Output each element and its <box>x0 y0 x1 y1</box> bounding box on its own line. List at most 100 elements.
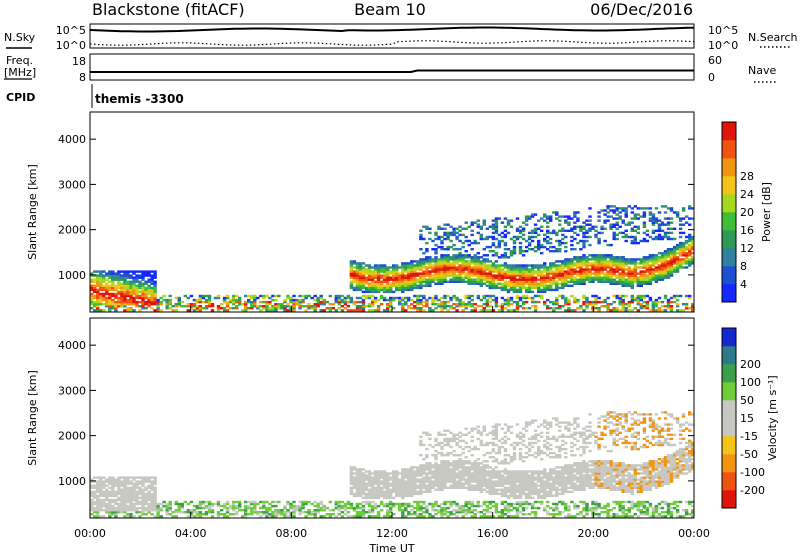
power-cell <box>473 272 477 275</box>
power-cell <box>633 307 637 310</box>
power-cell <box>552 245 556 249</box>
velocity-cell <box>141 488 145 491</box>
velocity-cell <box>419 464 423 467</box>
velocity-cell <box>358 474 363 477</box>
power-cell <box>669 300 674 304</box>
velocity-cell <box>358 490 363 493</box>
velocity-cell <box>476 429 480 432</box>
power-cell <box>401 282 405 285</box>
velocity-cell <box>120 509 124 512</box>
velocity-cell <box>174 511 178 514</box>
velocity-cell <box>352 484 357 487</box>
velocity-cell <box>485 504 489 508</box>
velocity-cell <box>96 502 100 506</box>
velocity-cell <box>452 466 456 469</box>
velocity-cell <box>407 474 411 477</box>
power-cell <box>355 300 360 304</box>
power-cell <box>407 286 411 290</box>
power-cell <box>515 294 520 298</box>
power-cell <box>555 300 559 304</box>
velocity-cell <box>389 484 393 487</box>
velocity-cell <box>364 482 369 485</box>
power-cell <box>464 274 468 277</box>
power-cell <box>503 254 508 257</box>
power-cell <box>627 221 631 224</box>
power-cell <box>367 264 372 267</box>
velocity-cell <box>219 513 224 516</box>
velocity-cell <box>376 511 381 514</box>
power-cell <box>624 294 628 298</box>
power-cell <box>265 305 269 308</box>
power-cell <box>630 278 634 281</box>
power-cell <box>434 252 438 255</box>
power-cell <box>627 270 631 273</box>
velocity-cell <box>494 488 499 491</box>
velocity-cell <box>467 500 471 504</box>
power-cell <box>135 290 139 294</box>
power-cell <box>96 309 100 312</box>
power-cell <box>582 278 586 281</box>
velocity-cell <box>358 470 363 473</box>
power-cell <box>521 284 526 287</box>
velocity-cell <box>494 443 499 447</box>
velocity-cell <box>114 480 118 483</box>
velocity-cell <box>355 506 360 510</box>
power-cell <box>428 274 432 277</box>
power-cell <box>277 303 281 306</box>
power-cell <box>425 298 429 302</box>
velocity-cell <box>274 511 278 514</box>
power-cell <box>515 272 520 275</box>
power-cell <box>558 307 562 310</box>
power-cell <box>482 221 486 224</box>
power-cell <box>666 262 671 265</box>
velocity-cell <box>367 474 372 477</box>
power-cell <box>594 256 598 259</box>
velocity-cell <box>93 511 97 514</box>
velocity-cell <box>361 480 366 483</box>
velocity-cell <box>120 498 124 502</box>
velocity-cell <box>138 515 142 518</box>
sky-count-line <box>89 26 695 33</box>
power-cell <box>443 276 447 279</box>
power-cell <box>657 237 662 241</box>
power-cell <box>555 280 559 283</box>
velocity-cell <box>367 500 372 504</box>
velocity-cell <box>470 447 474 451</box>
power-cell <box>452 248 456 251</box>
velocity-cell <box>129 506 133 510</box>
velocity-cell <box>120 488 124 491</box>
power-cell <box>422 225 426 228</box>
power-cell <box>373 274 378 277</box>
velocity-cell <box>491 474 496 477</box>
velocity-cell <box>135 490 139 493</box>
power-cell <box>99 298 103 302</box>
velocity-cell <box>382 478 387 481</box>
power-cell <box>382 284 387 287</box>
power-cell <box>527 278 532 281</box>
power-cell <box>389 286 393 290</box>
power-cell <box>582 243 586 247</box>
power-cell <box>672 294 677 298</box>
velocity-cell <box>398 504 402 508</box>
power-cell <box>512 239 517 243</box>
velocity-cell <box>428 443 432 447</box>
power-cell <box>156 298 160 302</box>
power-cell <box>358 276 363 279</box>
power-cell <box>630 227 634 230</box>
power-cell <box>506 300 511 304</box>
velocity-cell <box>135 496 139 500</box>
power-cell <box>675 245 680 249</box>
velocity-cell <box>401 480 405 483</box>
velocity-cell <box>515 474 520 477</box>
velocity-cell <box>180 506 184 510</box>
power-cell <box>633 272 637 275</box>
velocity-cell <box>123 506 127 510</box>
power-cell <box>630 260 634 263</box>
velocity-cell <box>370 515 375 518</box>
power-cell <box>491 254 496 257</box>
power-cell <box>464 276 468 279</box>
velocity-cell <box>361 486 366 489</box>
power-cell <box>165 305 169 308</box>
power-cell <box>570 280 574 283</box>
power-cell <box>630 207 634 210</box>
